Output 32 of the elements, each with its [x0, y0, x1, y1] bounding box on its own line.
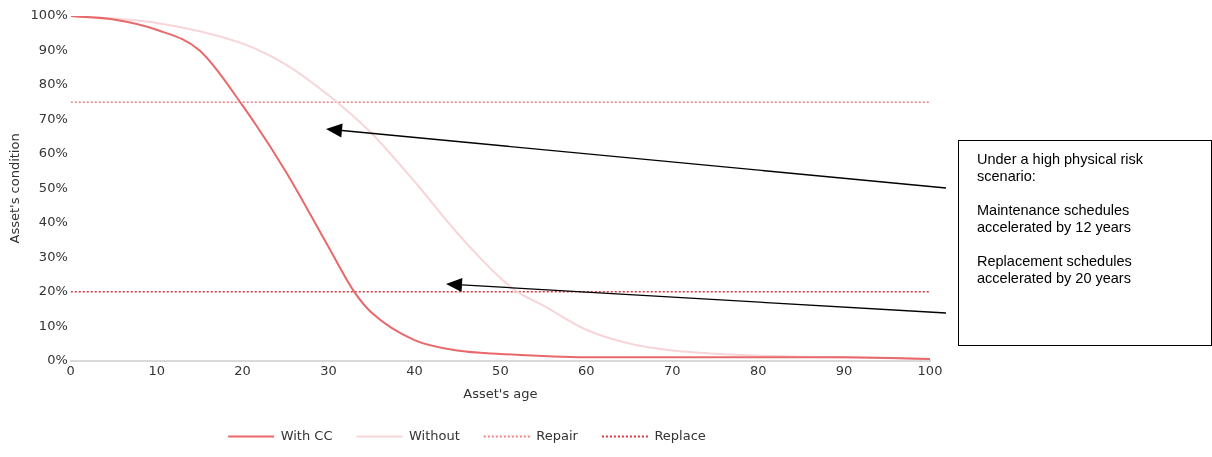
y-tick-label: 80% [38, 76, 68, 92]
x-tick-label: 40 [406, 362, 423, 378]
y-tick-label: 0% [47, 352, 68, 368]
x-tick-label: 30 [320, 362, 337, 378]
x-tick-label: 10 [148, 362, 165, 378]
y-tick-label: 50% [38, 179, 68, 195]
legend-label: Repair [536, 427, 579, 443]
y-axis-title: Asset's condition [7, 133, 23, 244]
x-axis-title: Asset's age [463, 385, 538, 401]
line-series [70, 16, 930, 361]
legend-label: Without [408, 427, 460, 443]
x-tick-label: 80 [749, 362, 767, 378]
text: Replacement schedules accelerated by 20 years [977, 253, 1133, 287]
legend-label: Replace [654, 427, 706, 443]
x-tick-label: 90 [835, 362, 853, 378]
x-tick-label: 100 [917, 362, 943, 378]
y-tick-label: 60% [38, 145, 68, 161]
text: Maintenance schedules accelerated by 12 years [977, 202, 1132, 236]
x-tick-label: 20 [234, 362, 251, 378]
y-tick-label: 20% [38, 283, 68, 299]
legend-label: With CC [280, 427, 333, 443]
y-tick-label: 40% [38, 214, 68, 230]
y-tick-label: 30% [38, 248, 68, 264]
x-tick-label: 0 [66, 362, 75, 378]
y-tick-label: 90% [38, 41, 68, 57]
x-tick-label: 60 [578, 362, 595, 378]
x-tick-label: 70 [663, 362, 681, 378]
y-tick-label: 100% [30, 7, 68, 23]
y-tick-label: 70% [38, 110, 68, 126]
y-tick-label: 10% [38, 317, 68, 333]
x-tick-label: 50 [492, 362, 509, 378]
text: Under a high physical risk scenario: [977, 151, 1145, 185]
